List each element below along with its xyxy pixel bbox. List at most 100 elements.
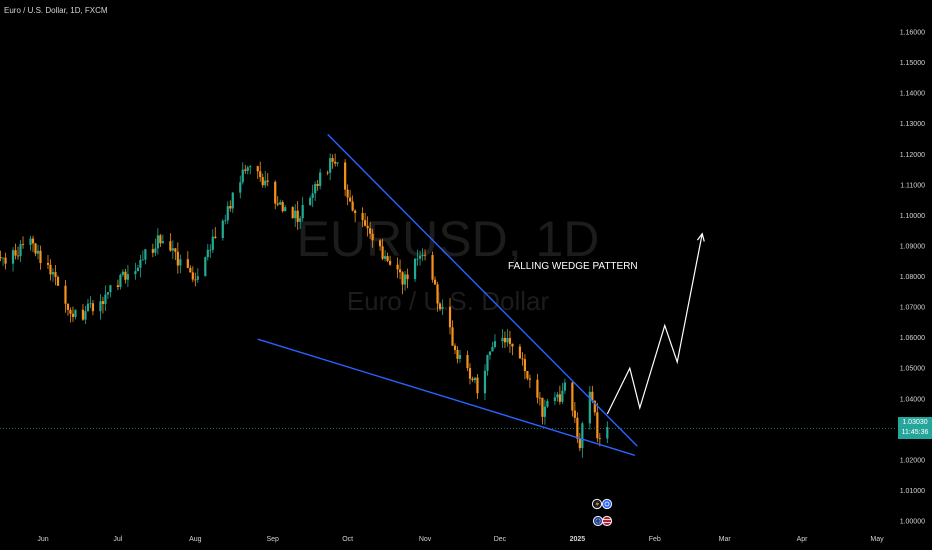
candle[interactable] <box>344 159 347 197</box>
candle[interactable] <box>31 235 35 253</box>
candle[interactable] <box>334 153 337 167</box>
candle[interactable] <box>571 381 574 417</box>
candle[interactable] <box>511 343 514 356</box>
candle[interactable] <box>418 250 422 266</box>
candle[interactable] <box>508 330 512 353</box>
candle[interactable] <box>266 173 269 187</box>
candle[interactable] <box>521 352 524 366</box>
candle[interactable] <box>169 233 172 252</box>
candle[interactable] <box>141 250 144 261</box>
projection-path[interactable] <box>606 233 703 415</box>
candle[interactable] <box>279 199 282 205</box>
candle[interactable] <box>134 262 137 280</box>
candle[interactable] <box>81 304 85 321</box>
candle[interactable] <box>119 273 122 290</box>
candle[interactable] <box>294 204 297 227</box>
candle[interactable] <box>518 344 522 359</box>
candle[interactable] <box>46 255 50 269</box>
candle[interactable] <box>204 256 207 277</box>
candle[interactable] <box>214 227 217 239</box>
candle[interactable] <box>578 432 581 452</box>
candle[interactable] <box>66 303 70 316</box>
candle[interactable] <box>423 249 427 261</box>
candle[interactable] <box>488 351 492 360</box>
candle[interactable] <box>316 179 319 191</box>
candle[interactable] <box>396 257 399 278</box>
candle[interactable] <box>378 239 382 251</box>
candle[interactable] <box>196 268 199 283</box>
candle[interactable] <box>458 349 462 363</box>
candle[interactable] <box>189 265 192 273</box>
time-axis[interactable]: Jun Jul Aug Sep Oct Nov Dec 2025 Feb Mar Apr May <box>37 536 884 543</box>
candle[interactable] <box>528 374 532 388</box>
candle[interactable] <box>438 302 442 312</box>
candle[interactable] <box>244 164 247 174</box>
candle[interactable] <box>186 251 189 269</box>
candle[interactable] <box>483 364 487 400</box>
candle[interactable] <box>179 254 182 274</box>
candle[interactable] <box>171 240 174 260</box>
candle[interactable] <box>466 350 469 372</box>
candle[interactable] <box>121 269 125 277</box>
candle[interactable] <box>329 153 332 181</box>
candle[interactable] <box>468 363 472 385</box>
candles-layer[interactable] <box>0 153 609 458</box>
candle[interactable] <box>476 374 479 399</box>
candle[interactable] <box>401 271 404 295</box>
candle[interactable] <box>296 201 299 230</box>
candle[interactable] <box>354 209 357 223</box>
candle[interactable] <box>136 264 139 272</box>
candle[interactable] <box>433 276 437 285</box>
candle[interactable] <box>346 184 349 206</box>
candle[interactable] <box>448 298 452 335</box>
candle[interactable] <box>471 376 474 382</box>
candle[interactable] <box>144 248 147 265</box>
candle[interactable] <box>21 236 25 249</box>
trendline-upper[interactable] <box>327 133 638 447</box>
candle[interactable] <box>381 238 384 261</box>
candle[interactable] <box>4 252 7 270</box>
candle[interactable] <box>366 216 369 237</box>
candle[interactable] <box>116 279 120 291</box>
candle[interactable] <box>326 170 329 176</box>
candle[interactable] <box>543 399 546 425</box>
candle[interactable] <box>523 354 527 380</box>
candle[interactable] <box>161 234 164 244</box>
candle[interactable] <box>388 255 392 266</box>
candle[interactable] <box>256 165 259 180</box>
candle[interactable] <box>159 233 162 247</box>
candle[interactable] <box>206 243 209 261</box>
candle[interactable] <box>71 306 75 322</box>
flash-icon[interactable] <box>591 498 603 510</box>
candle[interactable] <box>126 264 129 287</box>
candle[interactable] <box>0 250 2 262</box>
candle[interactable] <box>231 192 234 213</box>
candle[interactable] <box>264 171 267 188</box>
candle[interactable] <box>538 391 542 406</box>
candle[interactable] <box>64 279 67 313</box>
candle[interactable] <box>301 196 304 222</box>
candle[interactable] <box>101 296 105 314</box>
candle[interactable] <box>226 201 229 224</box>
candle[interactable] <box>451 320 454 346</box>
candle[interactable] <box>493 334 497 349</box>
candle[interactable] <box>99 294 102 320</box>
candle[interactable] <box>104 285 107 311</box>
candle[interactable] <box>209 244 212 258</box>
candle[interactable] <box>436 281 439 312</box>
candle[interactable] <box>361 207 364 228</box>
candle[interactable] <box>154 238 157 257</box>
candle[interactable] <box>299 215 302 229</box>
price-axis[interactable]: 1.16000 1.15000 1.14000 1.13000 1.12000 1.110… <box>900 30 925 526</box>
candle[interactable] <box>106 292 110 300</box>
candle[interactable] <box>561 383 564 404</box>
candle[interactable] <box>431 251 434 283</box>
candle[interactable] <box>403 270 407 291</box>
candle[interactable] <box>556 391 559 402</box>
candle[interactable] <box>421 248 424 261</box>
candle[interactable] <box>351 195 354 212</box>
candle[interactable] <box>89 296 92 309</box>
dollar-icon[interactable] <box>601 498 613 510</box>
candle[interactable] <box>336 162 339 167</box>
